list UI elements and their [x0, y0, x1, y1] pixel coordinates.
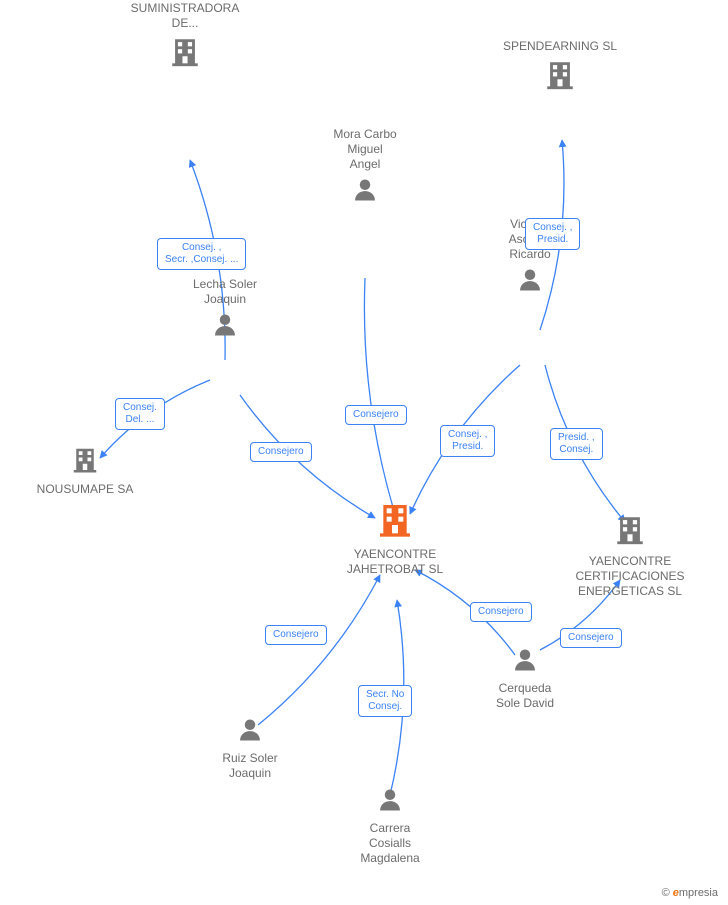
footer-credit: © empresia — [662, 887, 718, 899]
node-n2_spendearning[interactable]: SPENDEARNING SL — [503, 39, 617, 95]
copyright-symbol: © — [662, 887, 670, 899]
node-n7_center[interactable]: YAENCONTREJAHETROBAT SL — [347, 500, 443, 577]
node-label: YAENCONTRECERTIFICACIONESENERGETICAS SL — [575, 554, 684, 599]
person-icon — [509, 266, 552, 297]
edge-label: Consej. ,Secr. ,Consej. ... — [157, 238, 246, 270]
node-n9_cerqueda[interactable]: CerquedaSole David — [496, 646, 554, 711]
node-label: Mora CarboMiguelAngel — [333, 127, 396, 172]
node-n8_yaencontre_cert[interactable]: YAENCONTRECERTIFICACIONESENERGETICAS SL — [575, 513, 684, 599]
node-n3_mora[interactable]: Mora CarboMiguelAngel — [333, 127, 396, 207]
edge-line — [364, 278, 395, 514]
node-n10_ruiz[interactable]: Ruiz SolerJoaquin — [222, 716, 277, 781]
edge-label: Secr. NoConsej. — [358, 685, 412, 717]
edge-label: Consejero — [345, 405, 407, 425]
node-label: Lecha SolerJoaquin — [193, 277, 257, 307]
node-label: COMERCIALSUMINISTRADORADE... — [131, 0, 240, 31]
node-n5_lecha[interactable]: Lecha SolerJoaquin — [193, 277, 257, 342]
node-n6_nousumape[interactable]: NOUSUMAPE SA — [37, 445, 134, 497]
person-icon — [222, 716, 277, 747]
node-label: YAENCONTREJAHETROBAT SL — [347, 547, 443, 577]
node-label: Ruiz SolerJoaquin — [222, 751, 277, 781]
person-icon — [333, 176, 396, 207]
building-icon — [37, 445, 134, 478]
building-icon — [503, 58, 617, 95]
edge-label: Consejero — [265, 625, 327, 645]
building-icon — [131, 35, 240, 72]
building-icon — [347, 500, 443, 543]
edge-label: Consej. ,Presid. — [440, 425, 495, 457]
edge-label: Consej.Del. ... — [115, 398, 165, 430]
edge-label: Presid. ,Consej. — [550, 428, 603, 460]
node-n1_comercial[interactable]: COMERCIALSUMINISTRADORADE... — [131, 0, 240, 72]
brand-text: mpresia — [679, 887, 718, 899]
node-label: NOUSUMAPE SA — [37, 482, 134, 497]
brand-icon: e — [673, 887, 679, 899]
edge-label: Consejero — [470, 602, 532, 622]
node-label: SPENDEARNING SL — [503, 39, 617, 54]
person-icon — [496, 646, 554, 677]
building-icon — [575, 513, 684, 550]
edge-label: Consejero — [560, 628, 622, 648]
node-label: CerquedaSole David — [496, 681, 554, 711]
person-icon — [360, 786, 419, 817]
edge-label: Consejero — [250, 442, 312, 462]
node-n11_carrera[interactable]: CarreraCosiallsMagdalena — [360, 786, 419, 866]
person-icon — [193, 311, 257, 342]
node-label: CarreraCosiallsMagdalena — [360, 821, 419, 866]
edge-label: Consej. ,Presid. — [525, 218, 580, 250]
